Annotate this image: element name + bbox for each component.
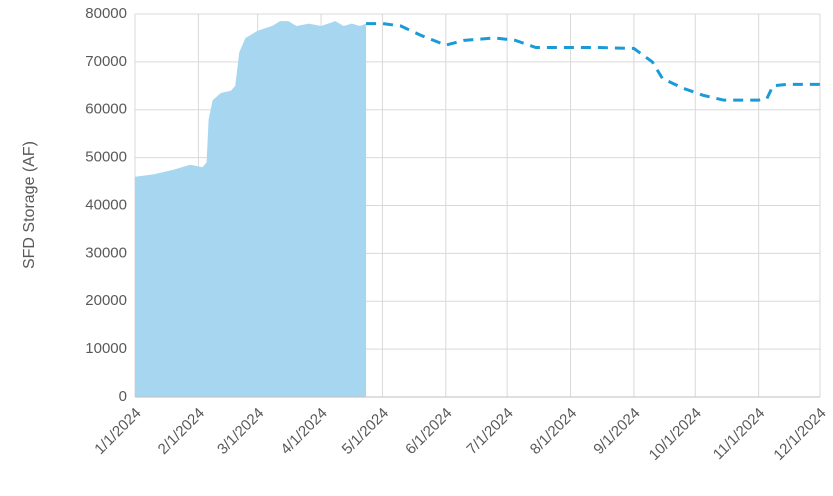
forecast-line: [366, 22, 820, 102]
x-tick-label: 9/1/2024: [590, 405, 643, 458]
x-tick-label: 2/1/2024: [155, 405, 208, 458]
area: [135, 21, 367, 398]
x-tick-label: 12/1/2024: [770, 405, 829, 464]
x-tick-label: 1/1/2024: [91, 405, 144, 458]
y-tick-label: 0: [119, 388, 127, 405]
x-tick-label: 11/1/2024: [710, 405, 768, 463]
x-tick-label: 3/1/2024: [214, 405, 267, 458]
y-tick-label: 70000: [85, 53, 127, 70]
x-tick-label: 7/1/2024: [463, 405, 516, 458]
y-tick-label: 80000: [85, 5, 127, 22]
y-tick-label: 40000: [85, 196, 127, 213]
x-tick-label: 4/1/2024: [277, 405, 330, 458]
y-tick-label: 30000: [85, 244, 127, 261]
plot: [135, 21, 820, 398]
x-tick-label: 10/1/2024: [646, 405, 705, 464]
y-tick-label: 10000: [85, 340, 127, 357]
x-tick-label: 8/1/2024: [527, 405, 580, 458]
y-axis-label: SFD Storage (AF): [21, 141, 38, 269]
y-tick-label: 50000: [85, 149, 127, 166]
x-tick-label: 5/1/2024: [339, 405, 392, 458]
y-tick-label: 60000: [85, 101, 127, 118]
x-tick-label: 6/1/2024: [402, 405, 455, 458]
y-tick-label: 20000: [85, 292, 127, 309]
